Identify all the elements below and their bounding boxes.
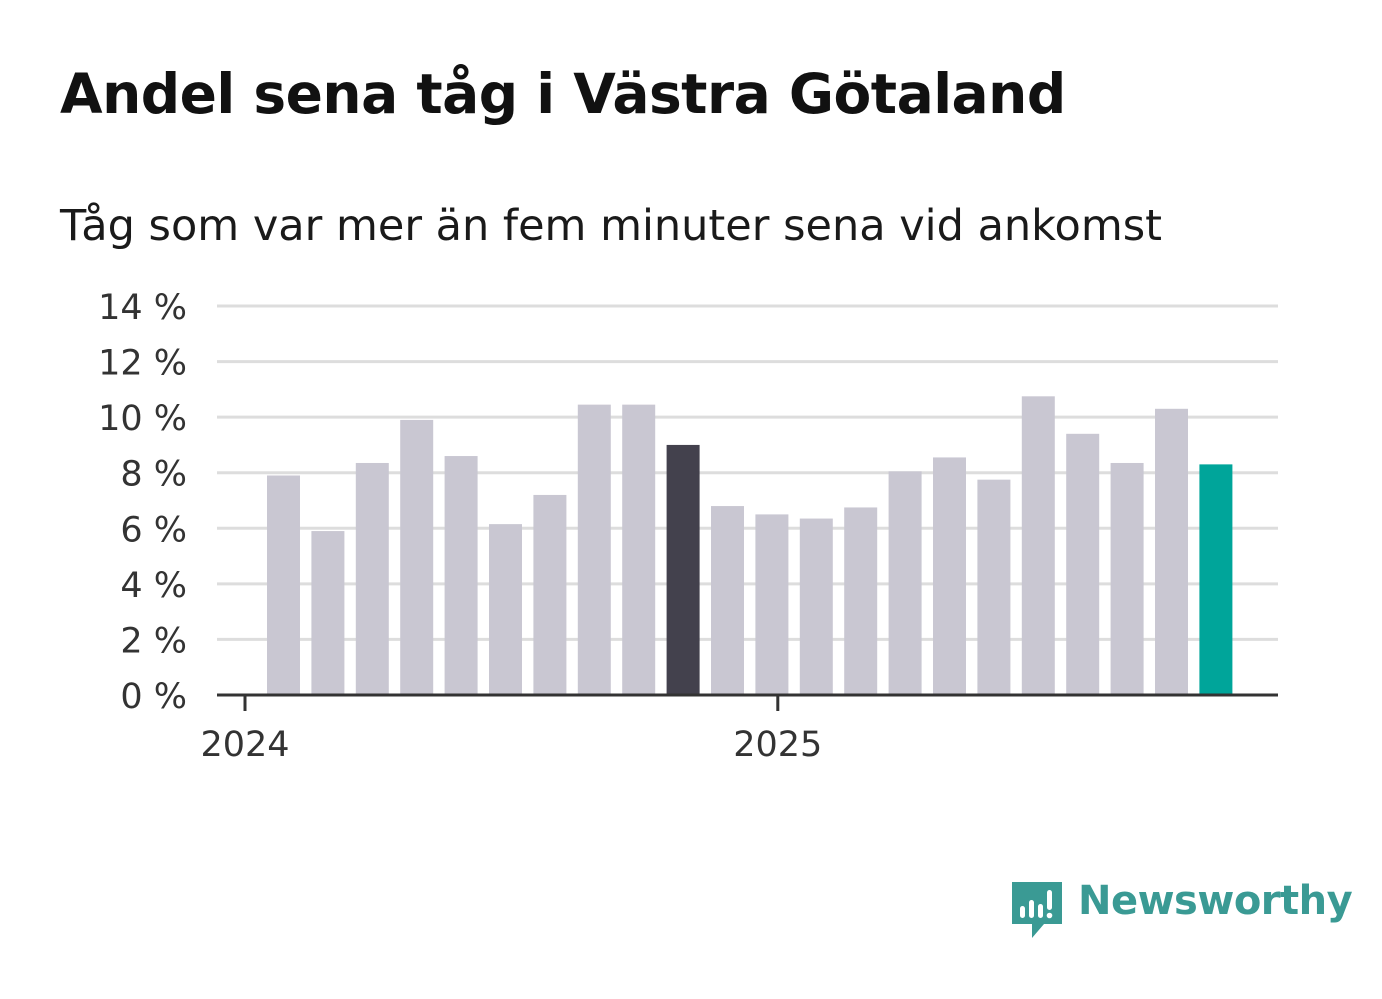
- bar: [1110, 462, 1144, 695]
- bar: [755, 514, 789, 695]
- bar: [489, 524, 522, 695]
- bar: [933, 457, 966, 695]
- chart-title: Andel sena tåg i Västra Götaland: [60, 62, 1066, 126]
- bar: [444, 456, 478, 695]
- bar: [577, 404, 611, 695]
- bars: [267, 396, 1233, 695]
- bar: [1199, 464, 1233, 695]
- grid-lines: [217, 304, 1278, 641]
- bar: [311, 531, 345, 695]
- bar: [355, 462, 389, 695]
- y-tick-label: 0 %: [120, 677, 187, 717]
- y-tick-label: 2 %: [120, 621, 187, 661]
- y-tick-label: 6 %: [120, 510, 187, 550]
- y-tick-label: 12 %: [98, 344, 187, 384]
- bar: [711, 506, 744, 695]
- bar: [400, 419, 434, 695]
- bar: [1021, 396, 1055, 695]
- y-tick-label: 4 %: [120, 566, 187, 606]
- x-tick-label: 2025: [733, 725, 822, 765]
- bar: [533, 494, 567, 695]
- bar: [799, 518, 833, 695]
- bar: [622, 404, 656, 695]
- bar: [666, 444, 700, 695]
- bar: [977, 479, 1011, 695]
- bar: [844, 507, 878, 695]
- y-tick-label: 8 %: [120, 455, 187, 495]
- bar: [1066, 433, 1100, 695]
- y-tick-label: 10 %: [98, 399, 187, 439]
- bar: [267, 475, 300, 695]
- x-tick-label: 2024: [200, 725, 289, 765]
- y-tick-label: 14 %: [98, 288, 187, 328]
- axes: 0 % 2 % 4 % 6 % 8 % 10 % 12 % 14 % 2024 2025: [98, 288, 1278, 765]
- bar: [888, 471, 922, 695]
- brand-name: Newsworthy: [1078, 878, 1353, 924]
- chart-subtitle: Tåg som var mer än fem minuter sena vid …: [60, 201, 1163, 251]
- newsworthy-logo-icon: [1012, 882, 1062, 938]
- bar: [1155, 408, 1188, 695]
